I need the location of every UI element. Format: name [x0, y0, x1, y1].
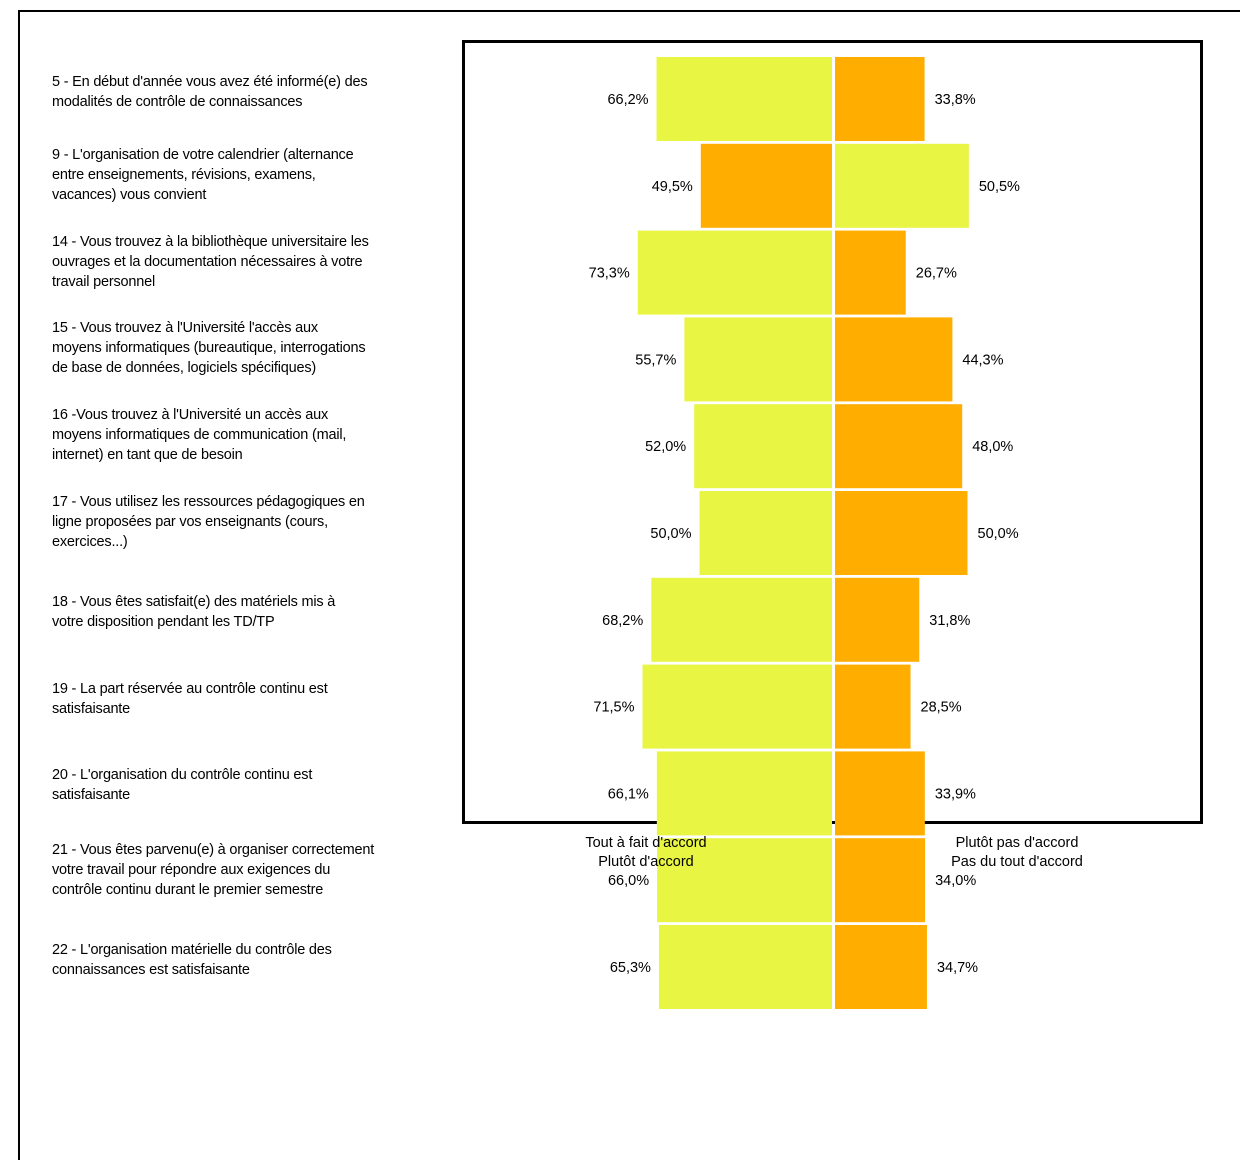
question-label-1-line-1: entre enseignements, révisions, examens, — [52, 167, 316, 183]
question-label-9-line-1: votre travail pour répondre aux exigence… — [52, 862, 331, 878]
bar-left-4 — [694, 404, 832, 489]
value-label-right-8: 33,9% — [935, 786, 976, 802]
bar-left-0 — [656, 57, 832, 141]
question-label-0-line-0: 5 - En début d'année vous avez été infor… — [52, 74, 368, 90]
value-label-right-6: 31,8% — [929, 613, 970, 629]
bar-right-1 — [835, 143, 969, 228]
question-label-5-line-2: exercices...) — [52, 534, 128, 550]
question-label-8-line-1: satisfaisante — [52, 787, 130, 803]
value-label-left-6: 68,2% — [602, 613, 643, 629]
bar-right-0 — [835, 57, 925, 141]
question-label-4: 16 -Vous trouvez à l'Université un accès… — [52, 405, 432, 465]
question-label-7: 19 - La part réservée au contrôle contin… — [52, 679, 432, 719]
question-label-4-line-0: 16 -Vous trouvez à l'Université un accès… — [52, 407, 329, 423]
value-label-right-9: 34,0% — [935, 873, 976, 889]
question-label-9-line-2: contrôle continu durant le premier semes… — [52, 882, 324, 898]
question-label-5-line-0: 17 - Vous utilisez les ressources pédago… — [52, 494, 365, 510]
bar-left-1 — [700, 143, 832, 228]
question-label-10: 22 - L'organisation matérielle du contrô… — [52, 940, 432, 980]
legend-left-line-2: Plutôt d'accord — [598, 854, 694, 870]
bar-left-3 — [684, 317, 832, 402]
question-label-2-line-0: 14 - Vous trouvez à la bibliothèque univ… — [52, 234, 369, 250]
question-label-9-line-0: 21 - Vous êtes parvenu(e) à organiser co… — [52, 842, 375, 858]
question-label-6-line-0: 18 - Vous êtes satisfait(e) des matériel… — [52, 594, 336, 610]
bar-left-8 — [656, 751, 832, 836]
question-label-10-line-0: 22 - L'organisation matérielle du contrô… — [52, 942, 332, 958]
bar-right-6 — [835, 577, 920, 662]
value-label-right-5: 50,0% — [978, 526, 1019, 542]
question-label-1-line-0: 9 - L'organisation de votre calendrier (… — [52, 147, 354, 163]
question-labels: 5 - En début d'année vous avez été infor… — [0, 0, 460, 1160]
value-label-left-3: 55,7% — [635, 352, 676, 368]
question-label-5-line-1: ligne proposées par vos enseignants (cou… — [52, 514, 328, 530]
bar-left-6 — [651, 577, 832, 662]
question-label-3-line-0: 15 - Vous trouvez à l'Université l'accès… — [52, 320, 318, 336]
bar-left-9 — [657, 838, 832, 923]
value-label-left-10: 65,3% — [610, 960, 651, 976]
question-label-6: 18 - Vous êtes satisfait(e) des matériel… — [52, 592, 432, 632]
question-label-0: 5 - En début d'année vous avez été infor… — [52, 72, 432, 112]
bar-right-7 — [835, 664, 911, 749]
chart-frame — [18, 10, 1240, 1160]
question-label-6-line-1: votre disposition pendant les TD/TP — [52, 614, 275, 630]
question-label-3: 15 - Vous trouvez à l'Université l'accès… — [52, 318, 432, 378]
bar-right-2 — [835, 230, 906, 315]
bar-left-7 — [642, 664, 832, 749]
value-label-right-3: 44,3% — [962, 352, 1003, 368]
question-label-8: 20 - L'organisation du contrôle continu … — [52, 765, 432, 805]
question-label-7-line-0: 19 - La part réservée au contrôle contin… — [52, 681, 328, 697]
question-label-5: 17 - Vous utilisez les ressources pédago… — [52, 492, 432, 552]
question-label-2-line-1: ouvrages et la documentation nécessaires… — [52, 254, 363, 270]
legend-right: Plutôt pas d'accord Pas du tout d'accord — [887, 834, 1147, 872]
legend-right-line-2: Pas du tout d'accord — [951, 854, 1083, 870]
bar-right-3 — [835, 317, 953, 402]
bar-right-9 — [835, 838, 926, 923]
value-label-right-4: 48,0% — [972, 439, 1013, 455]
question-label-3-line-2: de base de données, logiciels spécifique… — [52, 360, 317, 376]
value-label-right-1: 50,5% — [979, 179, 1020, 195]
question-label-1-line-2: vacances) vous convient — [52, 187, 207, 203]
legend-right-line-1: Plutôt pas d'accord — [955, 835, 1079, 851]
bar-right-10 — [835, 925, 927, 1009]
value-label-left-0: 66,2% — [607, 92, 648, 108]
question-label-2: 14 - Vous trouvez à la bibliothèque univ… — [52, 232, 432, 292]
question-label-1: 9 - L'organisation de votre calendrier (… — [52, 145, 432, 205]
question-label-3-line-1: moyens informatiques (bureautique, inter… — [52, 340, 366, 356]
legend-left-line-1: Tout à fait d'accord — [585, 835, 707, 851]
bar-right-8 — [835, 751, 925, 836]
value-label-left-8: 66,1% — [608, 786, 649, 802]
question-label-9: 21 - Vous êtes parvenu(e) à organiser co… — [52, 840, 432, 900]
legend-left: Tout à fait d'accord Plutôt d'accord — [516, 834, 776, 872]
question-label-8-line-0: 20 - L'organisation du contrôle continu … — [52, 767, 313, 783]
question-label-7-line-1: satisfaisante — [52, 701, 130, 717]
bar-right-5 — [835, 491, 968, 575]
value-label-left-7: 71,5% — [593, 700, 634, 716]
value-label-left-2: 73,3% — [589, 266, 630, 282]
bar-left-5 — [699, 491, 832, 575]
value-label-right-10: 34,7% — [937, 960, 978, 976]
value-label-left-9: 66,0% — [608, 873, 649, 889]
value-label-left-4: 52,0% — [645, 439, 686, 455]
bar-left-10 — [658, 925, 832, 1009]
bar-right-4 — [835, 404, 963, 489]
question-label-4-line-1: moyens informatiques de communication (m… — [52, 427, 347, 443]
plot-area — [462, 40, 1203, 824]
question-label-0-line-1: modalités de contrôle de connaissances — [52, 94, 303, 110]
value-label-right-7: 28,5% — [921, 700, 962, 716]
value-label-left-5: 50,0% — [650, 526, 691, 542]
bar-left-2 — [637, 230, 832, 315]
question-label-4-line-2: internet) en tant que de besoin — [52, 447, 243, 463]
value-label-right-0: 33,8% — [935, 92, 976, 108]
question-label-2-line-2: travail personnel — [52, 274, 155, 290]
value-label-right-2: 26,7% — [916, 266, 957, 282]
question-label-10-line-1: connaissances est satisfaisante — [52, 962, 250, 978]
value-label-left-1: 49,5% — [652, 179, 693, 195]
